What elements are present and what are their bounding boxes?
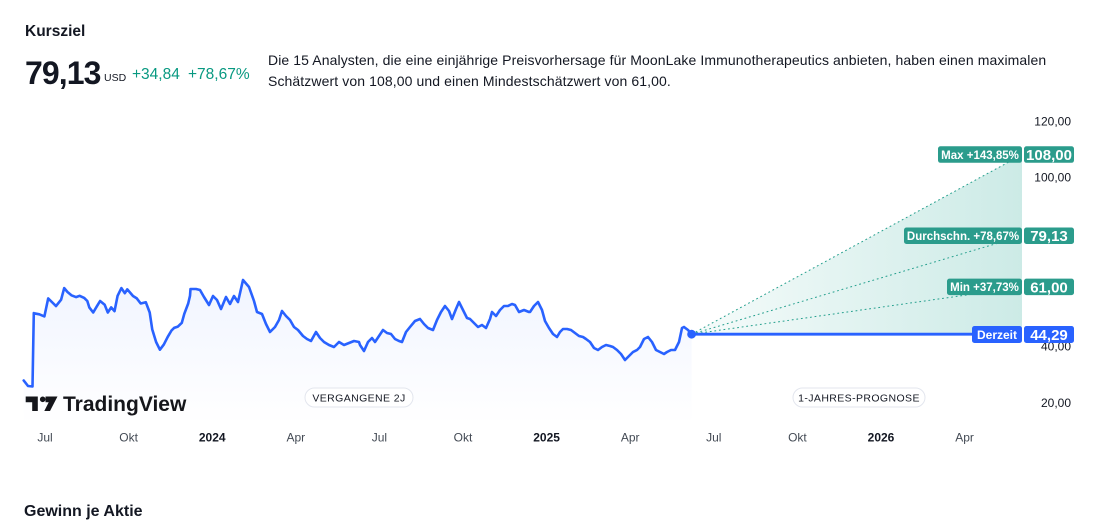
svg-text:Jul: Jul [37,430,52,444]
svg-text:Okt: Okt [788,430,807,444]
svg-text:Okt: Okt [119,430,138,444]
svg-text:2025: 2025 [533,430,560,444]
svg-text:120,00: 120,00 [1034,114,1071,128]
svg-text:79,13: 79,13 [1030,228,1068,245]
svg-text:Apr: Apr [286,430,305,444]
svg-text:TradingView: TradingView [63,393,187,416]
svg-text:2026: 2026 [868,430,895,444]
svg-text:Max +143,85%: Max +143,85% [941,150,1019,162]
svg-text:108,00: 108,00 [1026,147,1072,164]
svg-text:Apr: Apr [955,430,974,444]
svg-text:61,00: 61,00 [1030,279,1068,296]
svg-text:Derzeit: Derzeit [977,328,1017,342]
svg-text:2024: 2024 [199,430,226,444]
svg-text:Jul: Jul [706,430,721,444]
svg-text:Jul: Jul [372,430,387,444]
svg-text:100,00: 100,00 [1034,171,1071,185]
svg-text:Apr: Apr [621,430,640,444]
svg-text:Min +37,73%: Min +37,73% [950,282,1019,294]
svg-text:20,00: 20,00 [1041,396,1071,410]
svg-text:44,29: 44,29 [1030,327,1068,344]
svg-text:1-JAHRES-PROGNOSE: 1-JAHRES-PROGNOSE [798,393,920,405]
svg-text:VERGANGENE 2J: VERGANGENE 2J [312,393,405,405]
svg-text:Durchschn. +78,67%: Durchschn. +78,67% [907,231,1019,243]
svg-text:Okt: Okt [454,430,473,444]
